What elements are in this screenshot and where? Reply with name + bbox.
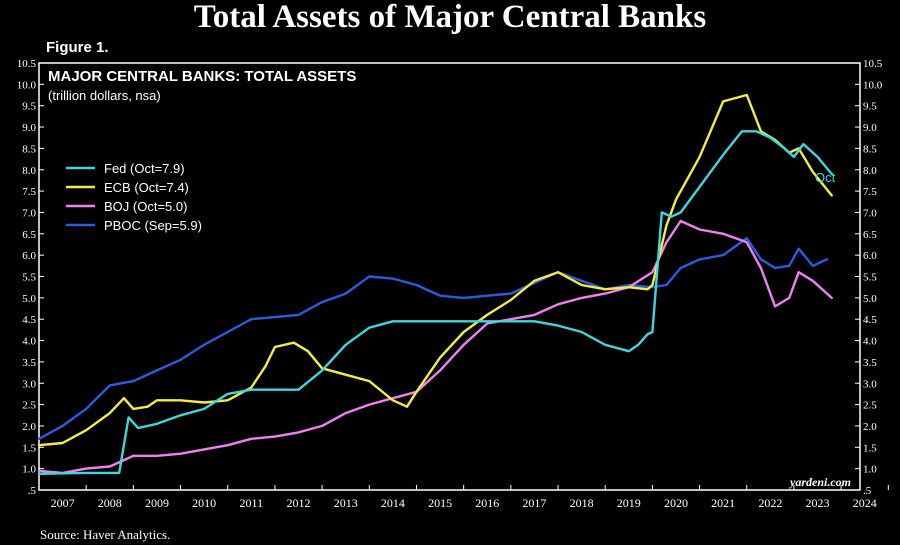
y-tick-label-left: 3.0 [22, 378, 36, 390]
y-tick-label-right: .5 [863, 485, 872, 497]
chart-title: MAJOR CENTRAL BANKS: TOTAL ASSETS [48, 68, 356, 85]
x-tick-label: 2009 [145, 496, 169, 510]
series-line-boj [37, 219, 833, 475]
x-tick-label: 2014 [381, 496, 405, 510]
figure-label: Figure 1. [46, 39, 109, 56]
plot-frame [38, 62, 861, 491]
x-axis: 2007 2008 2009 2010 2011 2012 2013 2014 2015 2016… [51, 485, 889, 510]
y-tick-label-left: 10.5 [17, 58, 37, 70]
x-tick-label: 2007 [51, 496, 75, 510]
y-tick-label-left: 6.0 [22, 250, 36, 262]
y-tick-label-right: 3.0 [863, 378, 877, 390]
y-tick-label-right: 9.0 [863, 122, 877, 134]
y-axis-left: .5 1.0 1.5 2.0 2.5 3.0 3.5 4.0 4.5 5.0 5.5 6.0 6.5 7.… [17, 58, 44, 497]
y-tick-label-left: 2.5 [22, 400, 36, 412]
x-tick-label: 2012 [287, 496, 311, 510]
x-tick-label: 2022 [758, 496, 782, 510]
y-tick-label-right: 6.5 [863, 229, 877, 241]
x-tick-label: 2010 [192, 496, 216, 510]
x-tick-label: 2018 [570, 496, 594, 510]
y-tick-label-left: 2.0 [22, 421, 36, 433]
y-tick-label-left: 7.0 [22, 207, 36, 219]
series-line-pboc [37, 236, 829, 440]
y-tick-label-right: 10.0 [863, 79, 883, 91]
x-tick-label: 2020 [664, 496, 688, 510]
y-tick-label-right: 5.0 [863, 293, 877, 305]
legend: Fed (Oct=7.9) ECB (Oct=7.4) BOJ (Oct=5.0) P… [66, 161, 202, 233]
x-tick-label: 2021 [711, 496, 735, 510]
series-lines [37, 93, 833, 475]
chart-subtitle: (trillion dollars, nsa) [48, 88, 161, 103]
x-tick-label: 2024 [853, 496, 877, 510]
y-tick-label-right: 4.5 [863, 314, 877, 326]
x-tick-label: 2013 [334, 496, 358, 510]
y-tick-label-right: 10.5 [863, 58, 883, 70]
y-tick-label-right: 1.0 [863, 464, 877, 476]
y-tick-label-left: .5 [28, 485, 37, 497]
legend-label: BOJ (Oct=5.0) [104, 199, 187, 214]
y-tick-label-right: 6.0 [863, 250, 877, 262]
y-tick-label-right: 8.0 [863, 165, 877, 177]
y-tick-label-left: 3.5 [22, 357, 36, 369]
x-tick-label: 2008 [98, 496, 122, 510]
series-line-ecb [37, 93, 833, 447]
y-tick-label-left: 5.5 [22, 272, 36, 284]
y-tick-label-left: 8.0 [22, 165, 36, 177]
y-tick-label-right: 4.0 [863, 336, 877, 348]
y-tick-label-right: 3.5 [863, 357, 877, 369]
series-line-fed [37, 130, 833, 475]
y-tick-label-right: 7.5 [863, 186, 877, 198]
source-note: Source: Haver Analytics. [40, 527, 171, 542]
page-title: Total Assets of Major Central Banks [193, 0, 707, 35]
y-tick-label-left: 7.5 [22, 186, 36, 198]
y-tick-label-left: 4.0 [22, 336, 36, 348]
legend-label: Fed (Oct=7.9) [104, 161, 185, 176]
y-tick-label-right: 5.5 [863, 272, 877, 284]
x-tick-label: 2017 [522, 496, 546, 510]
y-tick-label-left: 1.5 [22, 442, 36, 454]
legend-label: PBOC (Sep=5.9) [104, 218, 202, 233]
end-annotation: Oct [815, 170, 836, 185]
y-tick-label-left: 10.0 [17, 79, 37, 91]
y-tick-label-right: 8.5 [863, 143, 877, 155]
x-tick-label: 2019 [617, 496, 641, 510]
y-tick-label-left: 9.0 [22, 122, 36, 134]
watermark: yardeni.com [788, 475, 851, 489]
x-tick-label: 2015 [428, 496, 452, 510]
x-tick-label: 2023 [806, 496, 830, 510]
legend-label: ECB (Oct=7.4) [104, 180, 189, 195]
y-tick-label-right: 2.5 [863, 400, 877, 412]
y-tick-label-left: 4.5 [22, 314, 36, 326]
y-tick-label-right: 7.0 [863, 207, 877, 219]
x-tick-label: 2016 [475, 496, 499, 510]
y-tick-label-right: 9.5 [863, 101, 877, 113]
y-tick-label-left: 1.0 [22, 464, 36, 476]
y-axis-right: .5 1.0 1.5 2.0 2.5 3.0 3.5 4.0 4.5 5.0 5.5 6.0 6.5 7.… [855, 58, 883, 497]
y-tick-label-right: 1.5 [863, 442, 877, 454]
y-tick-label-right: 2.0 [863, 421, 877, 433]
y-tick-label-left: 5.0 [22, 293, 36, 305]
y-tick-label-left: 6.5 [22, 229, 36, 241]
y-tick-label-left: 8.5 [22, 143, 36, 155]
y-tick-label-left: 9.5 [22, 101, 36, 113]
x-tick-label: 2011 [240, 496, 264, 510]
